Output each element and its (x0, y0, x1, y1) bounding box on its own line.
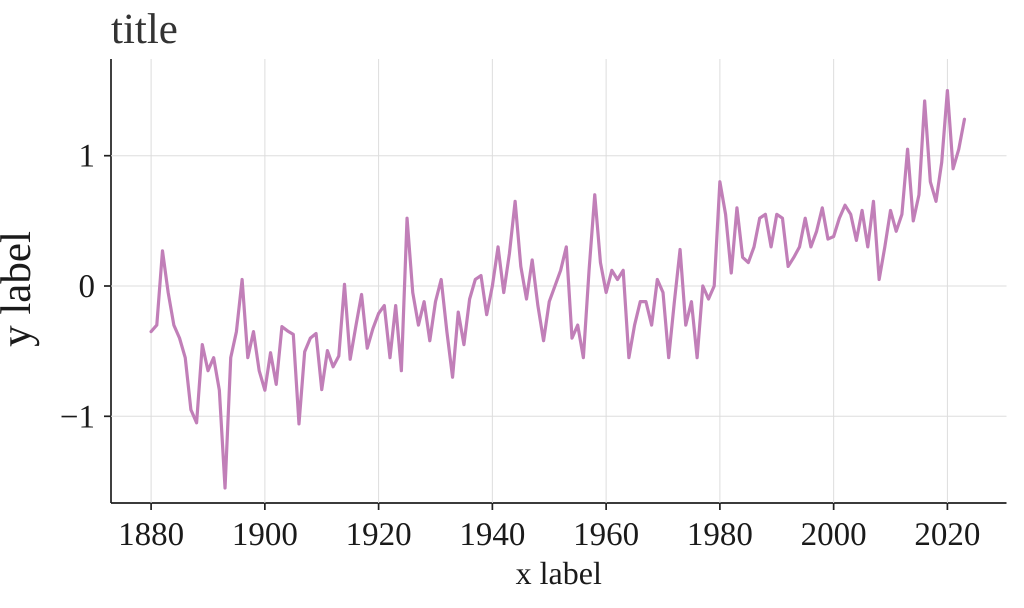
svg-text:2020: 2020 (914, 517, 980, 553)
svg-text:1: 1 (79, 139, 96, 175)
svg-text:1960: 1960 (573, 517, 639, 553)
svg-text:1980: 1980 (687, 517, 753, 553)
svg-text:2000: 2000 (801, 517, 867, 553)
svg-text:−1: −1 (60, 399, 95, 435)
svg-text:title: title (111, 6, 178, 53)
svg-text:1900: 1900 (232, 517, 298, 553)
svg-text:1920: 1920 (346, 517, 412, 553)
svg-text:0: 0 (79, 269, 96, 305)
svg-text:1940: 1940 (459, 517, 525, 553)
svg-text:x label: x label (516, 555, 602, 591)
svg-text:1880: 1880 (118, 517, 184, 553)
svg-text:y label: y label (0, 231, 40, 347)
